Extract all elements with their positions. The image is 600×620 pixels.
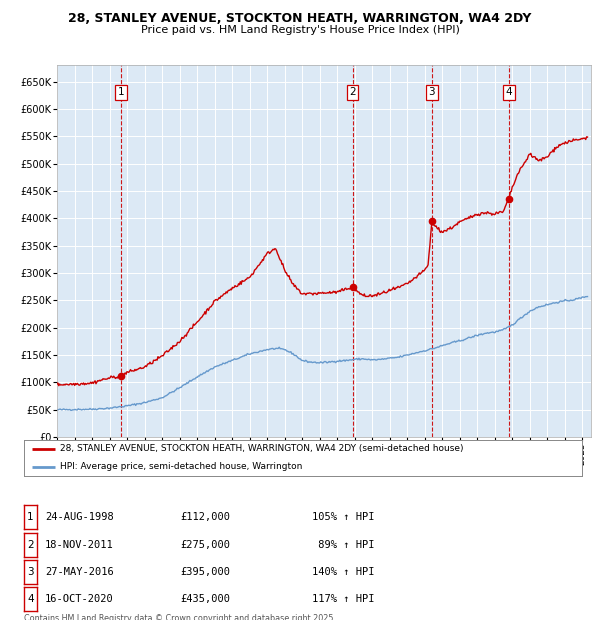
Text: 89% ↑ HPI: 89% ↑ HPI	[312, 539, 374, 549]
Text: 16-OCT-2020: 16-OCT-2020	[45, 594, 114, 604]
Text: Contains HM Land Registry data © Crown copyright and database right 2025.: Contains HM Land Registry data © Crown c…	[24, 614, 336, 620]
Text: 3: 3	[428, 87, 435, 97]
Text: £395,000: £395,000	[180, 567, 230, 577]
Text: 3: 3	[27, 567, 34, 577]
Text: 2: 2	[349, 87, 356, 97]
Text: 1: 1	[118, 87, 124, 97]
Text: 4: 4	[505, 87, 512, 97]
Text: £275,000: £275,000	[180, 539, 230, 549]
Text: 4: 4	[27, 594, 34, 604]
Text: 2: 2	[27, 539, 34, 549]
Text: 105% ↑ HPI: 105% ↑ HPI	[312, 512, 374, 522]
Text: 27-MAY-2016: 27-MAY-2016	[45, 567, 114, 577]
Text: 117% ↑ HPI: 117% ↑ HPI	[312, 594, 374, 604]
Text: 24-AUG-1998: 24-AUG-1998	[45, 512, 114, 522]
Text: 1: 1	[27, 512, 34, 522]
Text: Price paid vs. HM Land Registry's House Price Index (HPI): Price paid vs. HM Land Registry's House …	[140, 25, 460, 35]
Text: 140% ↑ HPI: 140% ↑ HPI	[312, 567, 374, 577]
Text: £112,000: £112,000	[180, 512, 230, 522]
Text: 28, STANLEY AVENUE, STOCKTON HEATH, WARRINGTON, WA4 2DY: 28, STANLEY AVENUE, STOCKTON HEATH, WARR…	[68, 12, 532, 25]
Text: HPI: Average price, semi-detached house, Warrington: HPI: Average price, semi-detached house,…	[60, 463, 302, 471]
Text: 28, STANLEY AVENUE, STOCKTON HEATH, WARRINGTON, WA4 2DY (semi-detached house): 28, STANLEY AVENUE, STOCKTON HEATH, WARR…	[60, 445, 464, 453]
Text: £435,000: £435,000	[180, 594, 230, 604]
Text: 18-NOV-2011: 18-NOV-2011	[45, 539, 114, 549]
